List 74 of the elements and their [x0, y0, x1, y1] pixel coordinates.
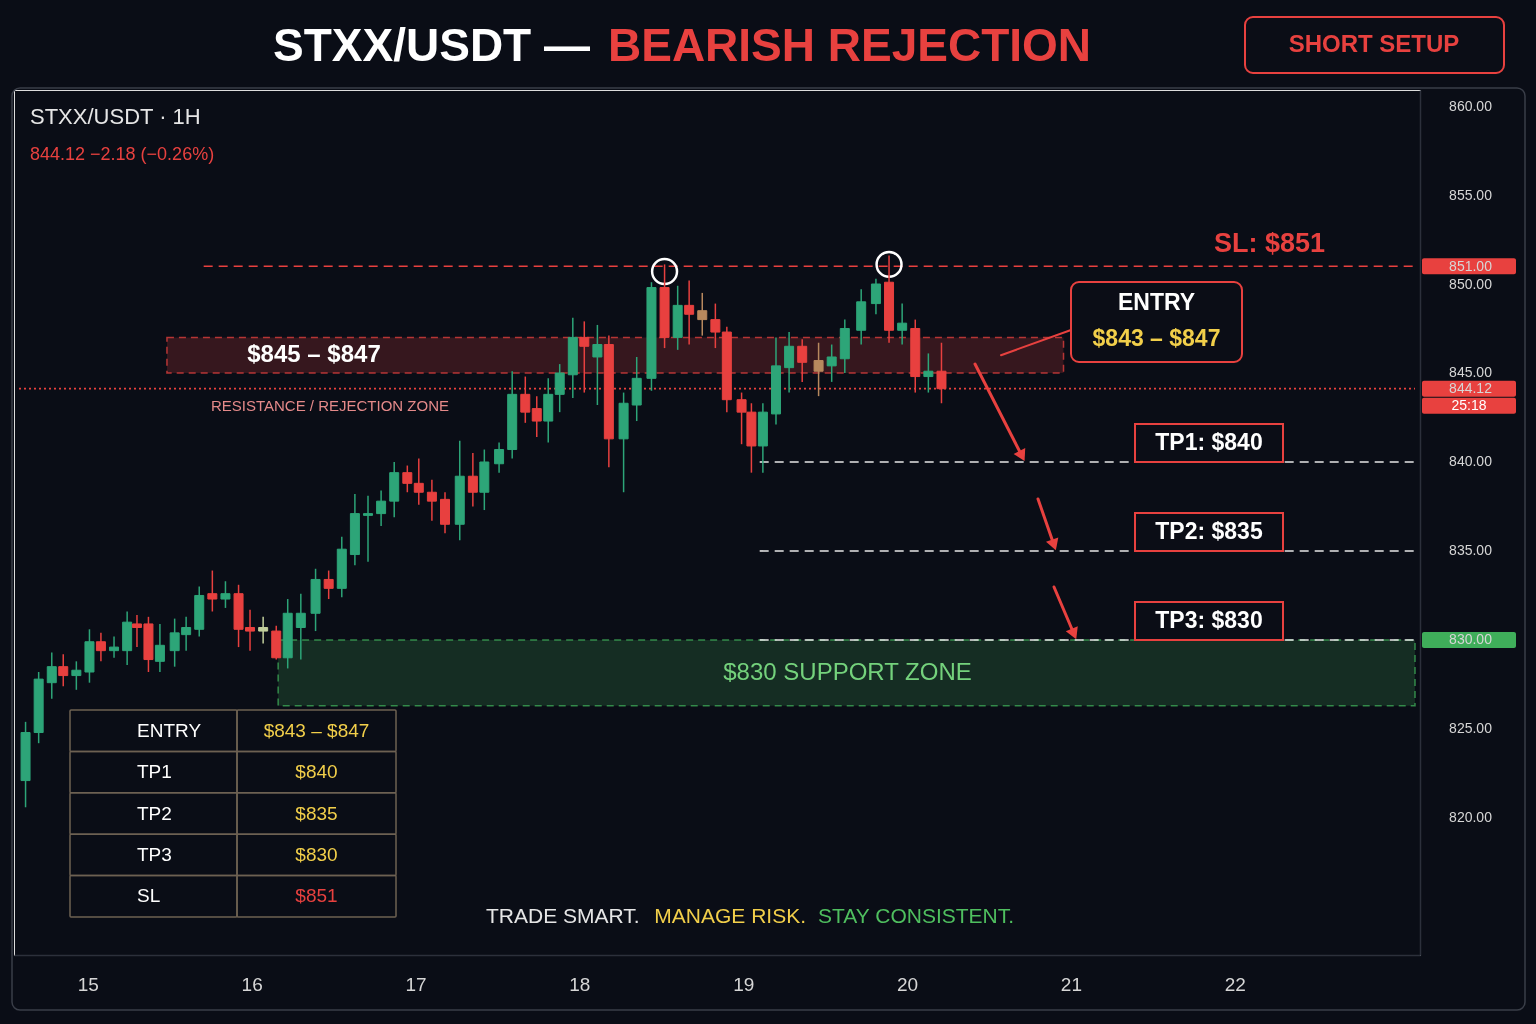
- x-tick-label: 15: [77, 973, 99, 995]
- candlestick: [426, 479, 437, 522]
- annotation: TRADE SMART.: [486, 904, 640, 927]
- candlestick: [109, 635, 120, 659]
- candlestick: [402, 464, 413, 493]
- band-label: $830 SUPPORT ZONE: [723, 657, 972, 685]
- annotation: TP2: [137, 802, 172, 824]
- candlestick: [71, 660, 82, 691]
- candlestick: [207, 569, 218, 613]
- y-tick-label: 830.00: [1449, 631, 1493, 648]
- annotation: STAY CONSISTENT.: [818, 904, 1015, 927]
- text: STXX/USDT · 1H: [30, 104, 201, 129]
- candlestick: [923, 352, 934, 394]
- y-tick-label: 855.00: [1449, 186, 1493, 203]
- candlestick: [784, 331, 795, 394]
- candlestick: [220, 580, 231, 609]
- candlestick: [258, 616, 269, 645]
- annotation: 844.12 −2.18 (−0.26%): [30, 144, 215, 164]
- candlestick: [154, 623, 165, 673]
- text: SHORT SETUP: [1288, 30, 1460, 57]
- ref-line-label: TP3: $830: [1155, 606, 1263, 633]
- y-tick-label: 851.00: [1449, 257, 1493, 274]
- chart-title: STXX/USDT — BEARISH REJECTION: [273, 19, 1092, 71]
- annotation: $840: [295, 761, 338, 783]
- x-tick-label: 21: [1060, 973, 1082, 995]
- x-tick-label: 19: [733, 973, 755, 995]
- annotation: $843 – $847: [263, 719, 370, 741]
- ref-line-label: TP1: $840: [1155, 428, 1263, 455]
- y-tick-label: 850.00: [1449, 275, 1493, 292]
- x-tick-label: 17: [405, 973, 427, 995]
- candlestick: [58, 653, 69, 687]
- annotation: TP3: [137, 843, 172, 865]
- ref-line-label: TP2: $835: [1155, 517, 1263, 544]
- text: $845 – $847 RESISTANCE / REJECTION ZONE: [210, 340, 450, 414]
- y-tick-label: 835.00: [1449, 542, 1493, 559]
- candlestick: [554, 363, 565, 413]
- annotation: ENTRY: [137, 719, 202, 741]
- y-tick-label: 844.12: [1449, 380, 1493, 397]
- annotation: $835: [295, 802, 338, 824]
- x-tick-label: 16: [241, 973, 263, 995]
- annotation: SL: [137, 885, 161, 907]
- candlestick: [413, 457, 424, 506]
- candlestick: [376, 489, 387, 527]
- x-tick-label: 18: [569, 973, 591, 995]
- text: 25:18: [1451, 396, 1487, 413]
- candlestick: [813, 341, 824, 397]
- candlestick: [46, 651, 57, 700]
- y-tick-label: 840.00: [1449, 453, 1493, 470]
- candlestick: [467, 452, 478, 508]
- candlestick: [826, 343, 837, 383]
- candlestick: [494, 441, 505, 474]
- candlestick: [323, 569, 334, 600]
- candlestick: [797, 338, 808, 383]
- annotation: $830: [295, 843, 338, 865]
- y-tick-label: 860.00: [1449, 97, 1493, 114]
- candlestick: [897, 302, 908, 346]
- y-tick-label: 820.00: [1449, 809, 1493, 826]
- x-tick-label: 20: [897, 973, 919, 995]
- candlestick: [295, 592, 306, 661]
- ref-line-label: SL: $851: [1213, 228, 1325, 259]
- annotation: MANAGE RISK.: [654, 904, 807, 927]
- annotation: TP1: [137, 761, 172, 783]
- y-tick-label: 845.00: [1449, 364, 1493, 381]
- candlestick: [363, 495, 373, 563]
- annotation: ENTRY $843 – $847: [1092, 289, 1221, 351]
- x-tick-label: 22: [1224, 973, 1246, 995]
- candlestick: [592, 324, 603, 406]
- candlestick: [95, 632, 106, 663]
- annotation: $851: [295, 885, 338, 907]
- candlestick: [531, 395, 542, 438]
- candlestick: [697, 292, 708, 337]
- candlestick: [870, 277, 881, 316]
- y-tick-label: 825.00: [1449, 720, 1493, 737]
- candlestick: [684, 279, 695, 346]
